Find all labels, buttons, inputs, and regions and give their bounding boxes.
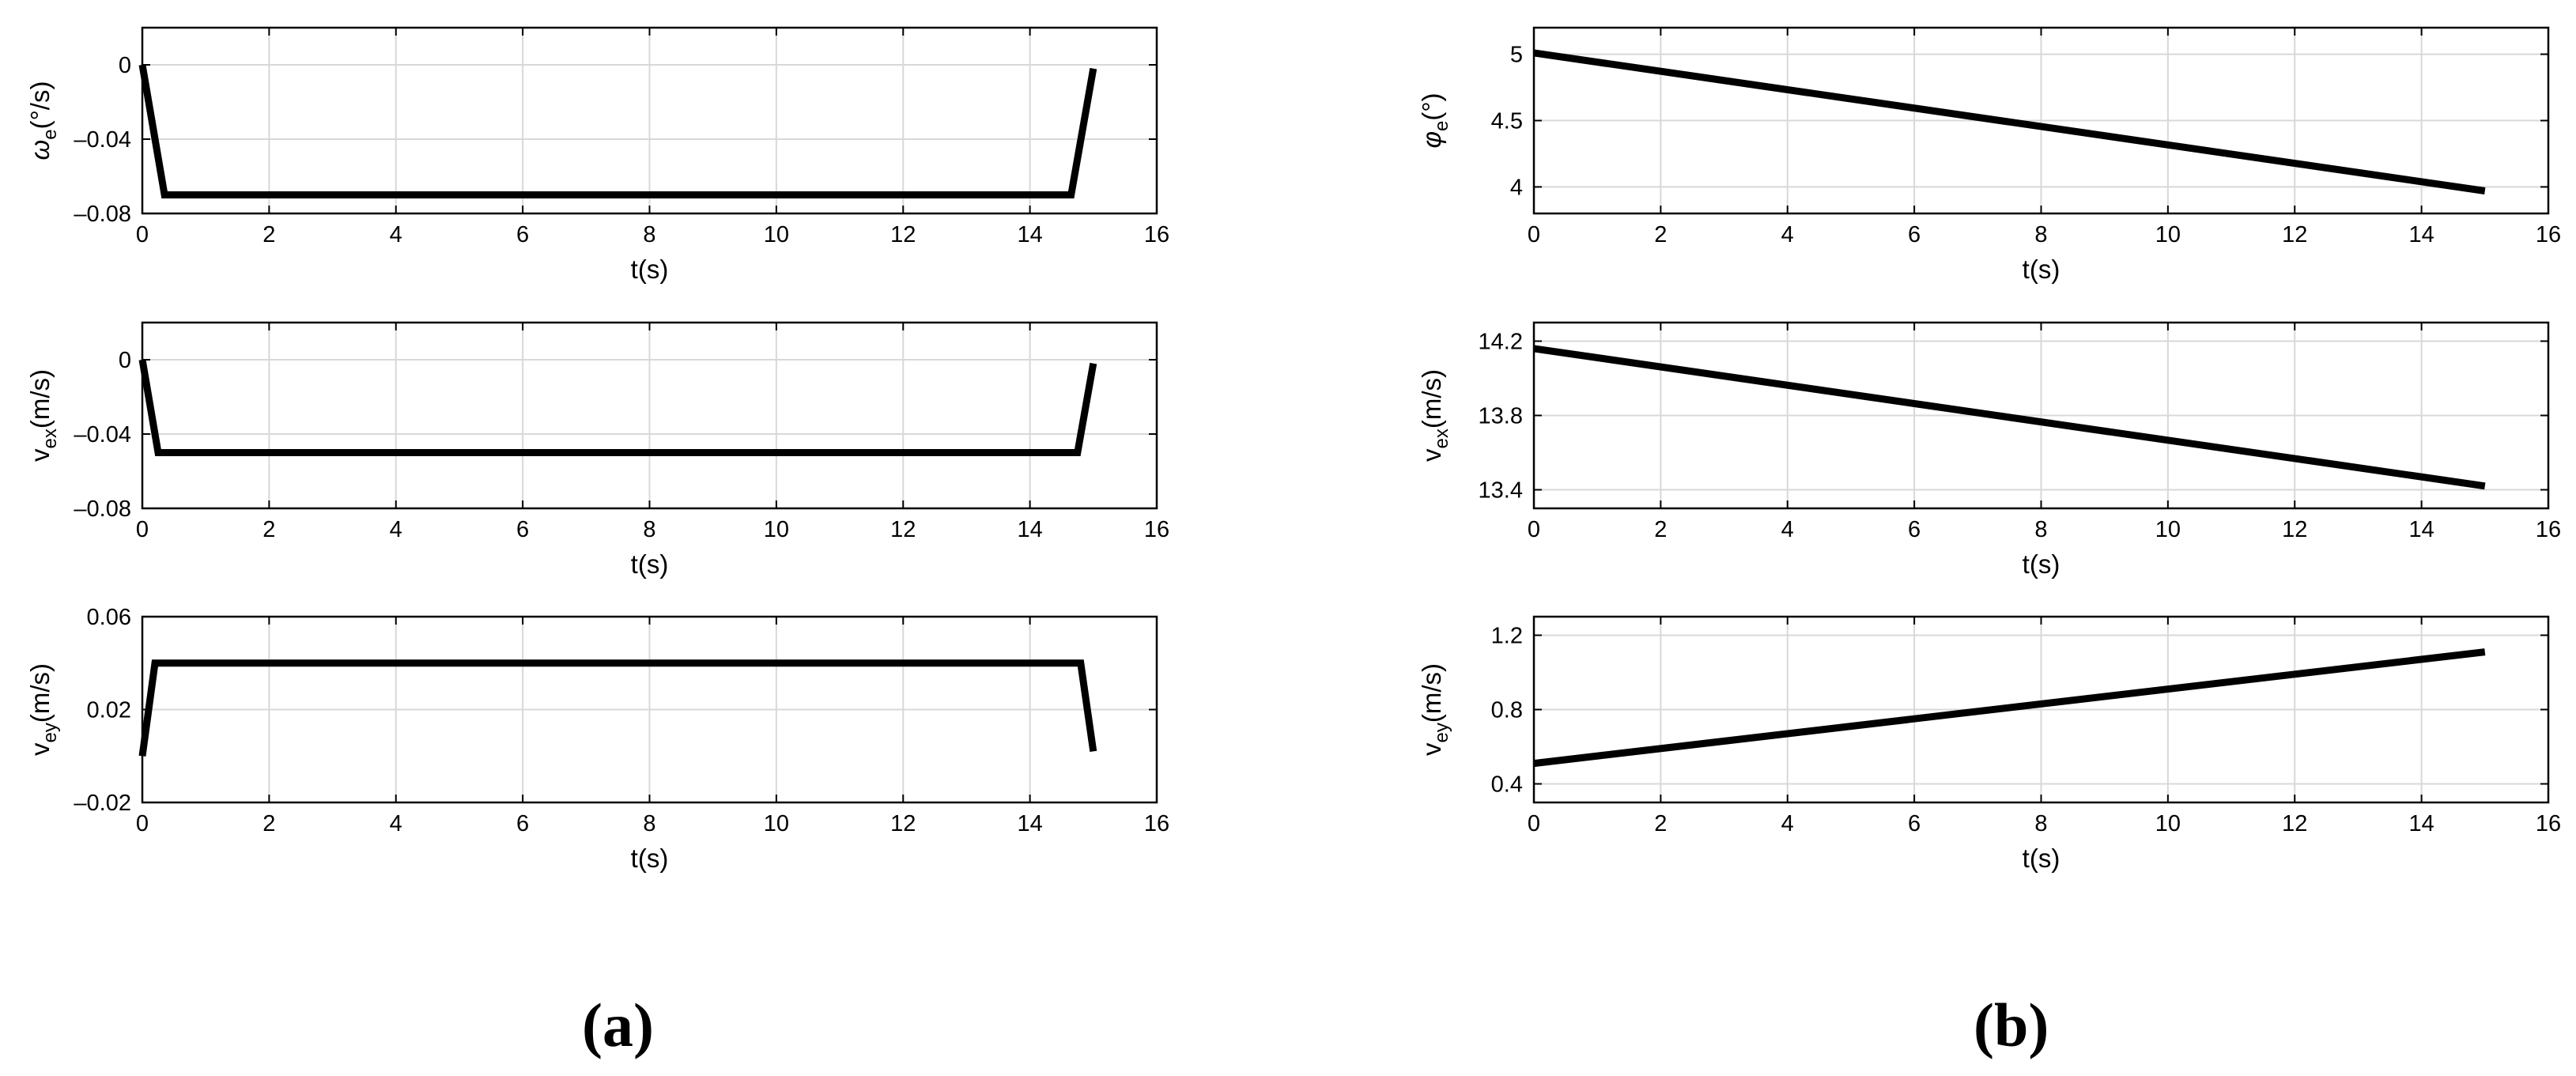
plot-a3: 0 2 4 6 8 10 12 14 16 –0.02 0.02 0.06 t(s) vey(m/s) <box>25 605 1169 873</box>
x-tick-label: 10 <box>2155 222 2181 247</box>
x-axis-label: t(s) <box>2023 549 2060 579</box>
y-axis-label: vey(m/s) <box>25 663 61 756</box>
x-tick-label: 8 <box>2034 517 2047 542</box>
x-tick-label: 6 <box>516 517 529 542</box>
x-tick-label: 6 <box>1908 811 1921 836</box>
x-tick-label: 4 <box>390 517 402 542</box>
x-tick-label: 2 <box>1654 517 1667 542</box>
x-tick-label: 12 <box>890 811 916 836</box>
panel-label-b: (b) <box>1974 991 2049 1059</box>
y-tick-label: –0.08 <box>74 496 131 522</box>
y-tick-label: 0.02 <box>87 698 131 723</box>
x-tick-label: 6 <box>516 222 529 247</box>
y-tick-label: 4 <box>1510 175 1523 200</box>
y-tick-label: 5 <box>1510 43 1523 68</box>
x-tick-label: 4 <box>1781 222 1794 247</box>
x-tick-label: 6 <box>1908 517 1921 542</box>
y-tick-label: 14.2 <box>1479 330 1523 355</box>
x-tick-label: 10 <box>764 517 789 542</box>
y-tick-label: 0 <box>119 53 131 78</box>
x-tick-label: 14 <box>1017 222 1042 247</box>
y-tick-label: 1.2 <box>1491 624 1523 649</box>
x-tick-label: 16 <box>1144 811 1169 836</box>
x-axis-label: t(s) <box>631 255 669 284</box>
panel-label-a: (a) <box>582 991 654 1059</box>
x-tick-label: 10 <box>764 811 789 836</box>
y-tick-label: –0.02 <box>74 791 131 816</box>
series-line <box>138 64 1097 198</box>
x-tick-label: 14 <box>1017 811 1042 836</box>
x-tick-label: 0 <box>1528 517 1540 542</box>
x-tick-label: 6 <box>516 811 529 836</box>
y-axis-label: φe(°) <box>1417 92 1452 148</box>
x-tick-label: 6 <box>1908 222 1921 247</box>
x-tick-label: 16 <box>1144 517 1169 542</box>
x-tick-label: 10 <box>2155 811 2181 836</box>
x-tick-label: 8 <box>643 517 655 542</box>
x-tick-label: 14 <box>2408 517 2434 542</box>
y-tick-label: 13.4 <box>1479 478 1523 504</box>
x-tick-label: 14 <box>2408 222 2434 247</box>
y-tick-label: 0.06 <box>87 605 131 630</box>
y-tick-label: –0.04 <box>74 127 131 153</box>
y-axis-label: vex(m/s) <box>25 369 61 462</box>
x-tick-label: 2 <box>263 811 275 836</box>
x-tick-label: 12 <box>2282 811 2307 836</box>
x-tick-label: 8 <box>643 811 655 836</box>
y-tick-label: 13.8 <box>1479 404 1523 429</box>
y-axis-label: vex(m/s) <box>1417 369 1452 462</box>
plot-a1: 0 2 4 6 8 10 12 14 16 –0.08 –0.04 0 t(s) ωe(°/s) <box>25 26 1169 284</box>
y-axis-label: ωe(°/s) <box>25 81 61 160</box>
x-tick-label: 12 <box>2282 222 2307 247</box>
x-axis-label: t(s) <box>2023 844 2060 873</box>
x-axis-label: t(s) <box>631 549 669 579</box>
x-tick-label: 0 <box>1528 811 1540 836</box>
x-tick-label: 0 <box>136 517 149 542</box>
x-tick-label: 2 <box>263 517 275 542</box>
x-axis-label: t(s) <box>631 844 669 873</box>
y-tick-label: –0.08 <box>74 202 131 227</box>
series-line <box>138 659 1097 757</box>
x-tick-label: 14 <box>2408 811 2434 836</box>
x-tick-label: 14 <box>1017 517 1042 542</box>
x-axis-label: t(s) <box>2023 255 2060 284</box>
x-tick-label: 4 <box>1781 811 1794 836</box>
x-tick-label: 4 <box>390 811 402 836</box>
plot-b1: 0 2 4 6 8 10 12 14 16 4 4.5 5 t(s) φe(°) <box>1417 26 2561 284</box>
x-tick-label: 16 <box>2536 222 2561 247</box>
y-tick-label: 0.4 <box>1491 772 1523 798</box>
y-tick-label: –0.04 <box>74 422 131 447</box>
x-tick-label: 16 <box>2536 517 2561 542</box>
x-tick-label: 8 <box>2034 222 2047 247</box>
plot-b3: 0 2 4 6 8 10 12 14 16 0.4 0.8 1.2 t(s) vey(m/s) <box>1417 615 2561 873</box>
x-tick-label: 10 <box>764 222 789 247</box>
x-tick-label: 4 <box>1781 517 1794 542</box>
x-tick-label: 0 <box>1528 222 1540 247</box>
x-tick-label: 12 <box>890 222 916 247</box>
x-tick-label: 16 <box>1144 222 1169 247</box>
x-tick-label: 12 <box>2282 517 2307 542</box>
x-tick-label: 4 <box>390 222 402 247</box>
y-tick-label: 4.5 <box>1491 109 1523 134</box>
series-line <box>1533 648 2486 768</box>
x-tick-label: 8 <box>2034 811 2047 836</box>
plot-a2: 0 2 4 6 8 10 12 14 16 –0.08 –0.04 0 t(s) vex(m/s) <box>25 321 1169 579</box>
y-tick-label: 0 <box>119 348 131 373</box>
x-tick-label: 2 <box>1654 811 1667 836</box>
x-tick-label: 8 <box>643 222 655 247</box>
x-tick-label: 0 <box>136 811 149 836</box>
x-tick-label: 2 <box>1654 222 1667 247</box>
series-line <box>1533 345 2486 490</box>
y-axis-label: vey(m/s) <box>1417 663 1452 756</box>
series-line <box>1533 49 2486 194</box>
x-tick-label: 12 <box>890 517 916 542</box>
plot-b2: 0 2 4 6 8 10 12 14 16 13.4 13.8 14.2 t(s) vex(m/s) <box>1417 321 2561 579</box>
series-line <box>138 359 1097 456</box>
x-tick-label: 16 <box>2536 811 2561 836</box>
y-tick-label: 0.8 <box>1491 698 1523 723</box>
x-tick-label: 0 <box>136 222 149 247</box>
x-tick-label: 10 <box>2155 517 2181 542</box>
x-tick-label: 2 <box>263 222 275 247</box>
